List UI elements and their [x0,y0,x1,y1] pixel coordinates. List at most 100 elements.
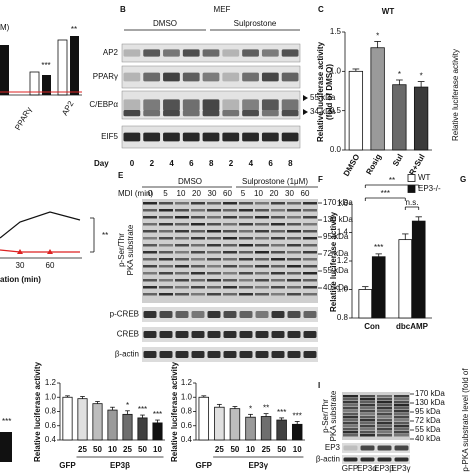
blot-smear-band [394,413,409,416]
blot-smear-band [223,237,237,240]
blot-band [261,72,279,82]
annotation: *** [153,410,162,419]
marker-label: 170 kDa [323,198,353,207]
blot-smear-band [303,293,317,296]
marker-label: 130 kDa [415,398,445,407]
blot-smear-band [343,413,358,416]
blot-smear-band [223,216,237,219]
blot-smear-band [343,419,358,422]
annotation: * [126,401,129,410]
blot-smear-band [255,223,269,226]
blot-band [281,72,299,82]
blot-band [175,351,189,358]
blot-band [242,49,259,57]
group-label: DMSO [178,177,202,186]
blot-smear-band [360,431,375,434]
blot-band [261,132,279,142]
blot-smear-band [271,286,285,289]
blot-smear-band [377,419,392,422]
blot-smear-band [207,223,221,226]
blot-smear-band [191,216,205,219]
blot-band [239,311,253,318]
blot-smear-band [191,230,205,233]
fragment-point [47,249,53,254]
row-label: PKA substrate [329,390,338,441]
blot-band [123,49,141,57]
lane-label: 10 [177,189,186,198]
blot-smear-band [191,265,205,268]
blot-band [239,351,253,358]
annotation: *** [138,405,147,414]
blot-smear-band [191,244,205,247]
marker-label: 40 kDa [415,434,441,443]
blot-smear-band [255,209,269,212]
row-label: EIF5 [101,132,118,141]
blot-smear-band [207,209,221,212]
blot-smear-band [287,216,301,219]
blot-smear-band [159,265,173,268]
blot-smear-band [303,258,317,261]
group-label: DMSO [153,19,177,28]
lane-label: 2 [150,159,155,168]
fragment-line [0,249,80,253]
blot-band [163,99,180,111]
x-tick-label: 10 [153,445,162,454]
blot-smear-band [303,251,317,254]
blot-band [377,457,392,462]
blot-band [182,72,200,82]
group-label: EP3β [110,461,130,470]
blot-smear-band [271,216,285,219]
blot-band [281,132,299,142]
bar [276,419,287,441]
blot-smear-band [239,286,253,289]
blot-smear-band [159,216,173,219]
blot-strip [342,455,410,464]
row-label: β-actin [115,350,139,359]
blot-smear-band [394,404,409,407]
y-axis-label: Relative luciferase activity [329,211,338,312]
blot-smear-band [175,223,189,226]
blot-smear-band [223,251,237,254]
blot-smear-band [287,202,301,205]
blot-band [377,445,392,451]
blot-smear-band [394,395,409,398]
blot-smear-band [377,398,392,401]
group-label: Sulprostone [234,19,277,28]
blot-band [303,331,317,338]
blot-smear-band [207,286,221,289]
marker-label: 55 kDa [310,93,336,102]
blot-smear-band [287,230,301,233]
blot-smear-band [143,223,157,226]
blot-smear-band [143,293,157,296]
lane-label: 30 [208,189,217,198]
blot-smear-band [271,265,285,268]
bar [358,289,373,319]
blot-smear-band [175,265,189,268]
blot-smear-band [287,279,301,282]
y-tick-label: 1.0 [45,392,57,401]
blot-band [281,110,299,117]
annotation: *** [293,412,302,421]
blot-smear-band [239,244,253,247]
panel-letter: I [318,381,320,390]
blot-smear-band [191,202,205,205]
marker-label: 40 kDa [323,283,349,292]
row-label: CREB [117,330,139,339]
marker-label: 55 kDa [323,266,349,275]
bar [398,239,413,319]
annotation: ** [263,404,269,413]
blot-smear-band [360,395,375,398]
row-label: p-Ser/Thr [321,399,330,433]
blot-smear-band [394,425,409,428]
blot-band [123,132,141,142]
blot-smear-band [271,272,285,275]
blot-smear-band [159,272,173,275]
fragment-text: M) [0,23,10,32]
blot-smear-band [255,230,269,233]
blot-smear-band [159,244,173,247]
blot-band [163,110,180,117]
lane-label: 5 [241,189,246,198]
y-tick-label: 0.8 [337,313,349,322]
blot-smear-band [159,258,173,261]
blot-smear-band [159,279,173,282]
